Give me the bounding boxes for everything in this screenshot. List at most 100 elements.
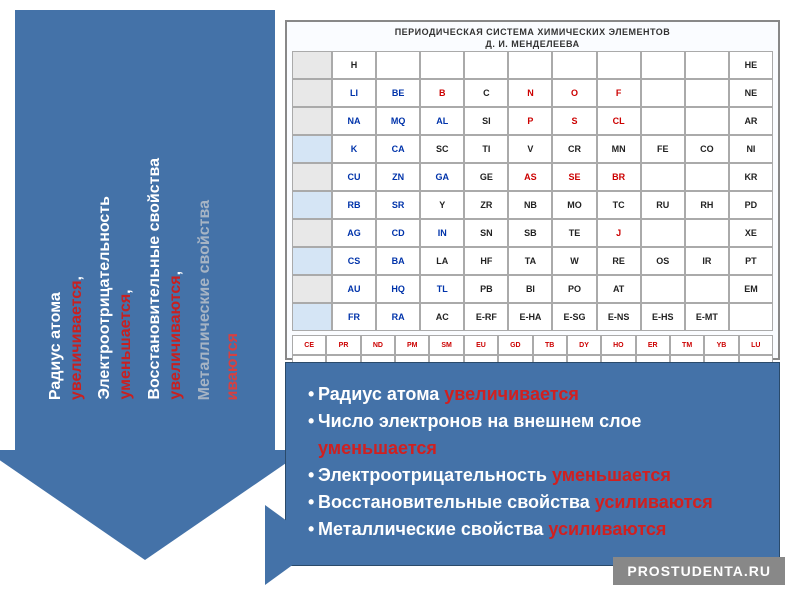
element-cell: CR: [552, 135, 596, 163]
element-cell: TI: [464, 135, 508, 163]
element-cell: W: [552, 247, 596, 275]
element-cell: E-HA: [508, 303, 552, 331]
element-cell: SI: [464, 107, 508, 135]
watermark: PROSTUDENTA.RU: [613, 557, 785, 585]
element-cell: [292, 51, 332, 79]
element-cell: MN: [597, 135, 641, 163]
element-cell: [641, 79, 685, 107]
element-cell: [292, 107, 332, 135]
element-cell: ZR: [464, 191, 508, 219]
element-cell: PD: [729, 191, 773, 219]
element-cell: TE: [552, 219, 596, 247]
right-arrow-tip: [265, 505, 320, 585]
element-cell: MO: [552, 191, 596, 219]
element-cell: RA: [376, 303, 420, 331]
element-cell: TB: [533, 335, 567, 355]
element-cell: [685, 51, 729, 79]
element-cell: C: [464, 79, 508, 107]
element-cell: SM: [429, 335, 463, 355]
element-cell: O: [552, 79, 596, 107]
element-cell: CA: [376, 135, 420, 163]
element-cell: [685, 79, 729, 107]
element-cell: [729, 303, 773, 331]
element-cell: [685, 107, 729, 135]
element-cell: [376, 51, 420, 79]
element-cell: AC: [420, 303, 464, 331]
element-cell: AU: [332, 275, 376, 303]
periodic-table: ПЕРИОДИЧЕСКАЯ СИСТЕМА ХИМИЧЕСКИХ ЭЛЕМЕНТ…: [285, 20, 780, 360]
element-cell: NE: [729, 79, 773, 107]
prop1-value: увеличивается: [444, 384, 579, 404]
element-cell: [641, 275, 685, 303]
element-cell: [641, 163, 685, 191]
element-cell: KR: [729, 163, 773, 191]
prop1-label: Радиус атома: [318, 384, 444, 404]
vtext-radius-label: Радиус атома: [47, 292, 64, 400]
element-cell: RH: [685, 191, 729, 219]
element-cell: AS: [508, 163, 552, 191]
element-cell: EU: [464, 335, 498, 355]
element-cell: K: [332, 135, 376, 163]
vtext-reducing: Восстановительные свойства увеличиваются…: [145, 158, 187, 400]
element-cell: [685, 219, 729, 247]
element-cell: AL: [420, 107, 464, 135]
element-cell: NI: [729, 135, 773, 163]
element-cell: J: [597, 219, 641, 247]
element-cell: F: [597, 79, 641, 107]
element-cell: E-MT: [685, 303, 729, 331]
element-cell: FR: [332, 303, 376, 331]
element-cell: EM: [729, 275, 773, 303]
element-cell: TL: [420, 275, 464, 303]
element-cell: [292, 303, 332, 331]
element-cell: E-SG: [552, 303, 596, 331]
element-cell: SC: [420, 135, 464, 163]
prop-line-2: •Число электронов на внешнем слое: [308, 408, 757, 435]
element-cell: E-RF: [464, 303, 508, 331]
vtext-red-value: увеличиваются: [167, 276, 184, 400]
element-cell: Y: [420, 191, 464, 219]
properties-box: •Радиус атома увеличивается •Число элект…: [285, 362, 780, 566]
bullet-icon: •: [308, 462, 318, 489]
element-cell: [292, 191, 332, 219]
element-cell: V: [508, 135, 552, 163]
element-cell: E-HS: [641, 303, 685, 331]
element-cell: PO: [552, 275, 596, 303]
vtext-radius-value: увеличивается: [68, 280, 85, 400]
element-cell: [292, 219, 332, 247]
prop3-value: уменьшается: [552, 465, 671, 485]
element-cell: PR: [326, 335, 360, 355]
element-cell: SN: [464, 219, 508, 247]
element-cell: E-NS: [597, 303, 641, 331]
element-cell: [292, 79, 332, 107]
element-cell: SB: [508, 219, 552, 247]
element-cell: PB: [464, 275, 508, 303]
prop5-label: Металлические свойства: [318, 519, 548, 539]
element-cell: TM: [670, 335, 704, 355]
element-cell: [685, 275, 729, 303]
element-cell: TA: [508, 247, 552, 275]
prop-line-3: •Электроотрицательность уменьшается: [308, 462, 757, 489]
element-cell: [685, 163, 729, 191]
element-cell: PT: [729, 247, 773, 275]
element-cell: [552, 51, 596, 79]
down-arrow-head: [0, 450, 305, 560]
element-cell: DY: [567, 335, 601, 355]
bullet-icon: •: [308, 381, 318, 408]
prop-line-1: •Радиус атома увеличивается: [308, 381, 757, 408]
prop4-label: Восстановительные свойства: [318, 492, 595, 512]
element-cell: CD: [376, 219, 420, 247]
element-cell: S: [552, 107, 596, 135]
down-arrow: Радиус атома увеличивается, Электроотриц…: [15, 10, 275, 570]
element-cell: [464, 51, 508, 79]
element-cell: LU: [739, 335, 773, 355]
element-cell: GA: [420, 163, 464, 191]
element-cell: NA: [332, 107, 376, 135]
element-cell: BE: [376, 79, 420, 107]
element-cell: SE: [552, 163, 596, 191]
element-cell: N: [508, 79, 552, 107]
element-cell: MQ: [376, 107, 420, 135]
vtext-en-value: уменьшается: [117, 294, 134, 400]
element-cell: [641, 219, 685, 247]
element-cell: AG: [332, 219, 376, 247]
element-cell: HO: [601, 335, 635, 355]
